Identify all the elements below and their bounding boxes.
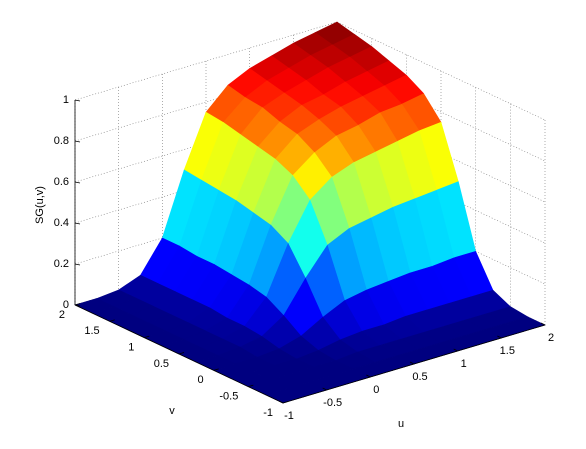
z-axis-label: SG(u,v) xyxy=(34,186,46,224)
z-tick xyxy=(74,140,81,143)
z-tick xyxy=(74,181,81,184)
x-tick xyxy=(278,400,284,404)
grid-line xyxy=(74,185,338,265)
y-tick xyxy=(248,384,254,388)
y-tick xyxy=(213,368,219,371)
x-tick-label: 1.5 xyxy=(500,345,515,357)
y-tick-label: 1 xyxy=(128,342,134,354)
x-tick-label: 1 xyxy=(461,358,467,370)
y-tick-label: -0.5 xyxy=(219,391,238,403)
z-tick-label: 0.2 xyxy=(54,258,69,270)
x-tick-label: -0.5 xyxy=(323,397,342,409)
x-tick xyxy=(497,335,502,339)
grid-line xyxy=(336,62,546,162)
y-tick xyxy=(109,319,115,322)
x-tick-label: 0 xyxy=(373,384,379,396)
x-tick xyxy=(366,374,371,378)
x-tick xyxy=(409,361,415,365)
y-tick-label: 2 xyxy=(59,309,65,321)
y-tick-label: -1 xyxy=(263,407,273,419)
x-tick-label: 2 xyxy=(548,332,554,344)
z-tick-label: 0.6 xyxy=(54,176,69,188)
y-tick xyxy=(74,303,81,306)
y-tick xyxy=(144,335,150,339)
y-tick-label: 0.5 xyxy=(154,358,169,370)
x-tick-label: -1 xyxy=(284,410,294,422)
z-tick-label: 1 xyxy=(63,94,69,106)
x-tick xyxy=(453,348,458,352)
x-axis-label: u xyxy=(398,418,404,430)
x-tick xyxy=(540,322,546,326)
y-tick xyxy=(282,401,289,404)
y-tick-label: 0 xyxy=(198,374,204,386)
x-tick xyxy=(322,387,327,391)
z-tick-label: 0 xyxy=(63,299,69,311)
grid-line xyxy=(74,62,338,142)
z-tick xyxy=(74,99,81,102)
z-tick xyxy=(74,222,81,225)
y-tick xyxy=(178,352,185,355)
z-tick xyxy=(74,263,81,266)
z-tick-label: 0.4 xyxy=(54,217,69,229)
x-tick-label: 0.5 xyxy=(412,371,427,383)
z-tick-label: 0.8 xyxy=(54,135,69,147)
y-tick-label: 1.5 xyxy=(84,325,99,337)
y-axis-label: v xyxy=(169,405,175,417)
